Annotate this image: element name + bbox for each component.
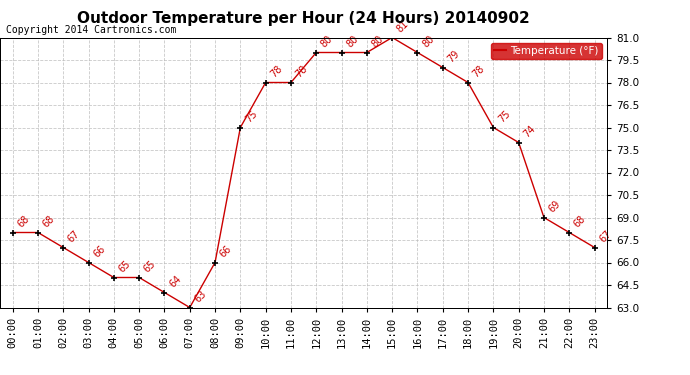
Text: 66: 66 [91,244,107,260]
Text: 65: 65 [117,259,132,275]
Text: 67: 67 [66,229,82,245]
Text: 75: 75 [243,109,259,125]
Text: 74: 74 [522,124,538,140]
Text: 68: 68 [572,214,588,230]
Text: 81: 81 [395,19,411,35]
Text: 64: 64 [167,274,183,290]
Text: 68: 68 [41,214,57,230]
Text: 78: 78 [471,64,486,80]
Text: 78: 78 [294,64,310,80]
Text: 75: 75 [496,109,512,125]
Text: 69: 69 [546,199,562,215]
Legend: Temperature (°F): Temperature (°F) [491,43,602,59]
Text: 67: 67 [598,229,613,245]
Text: 66: 66 [218,244,233,260]
Text: 80: 80 [370,34,385,50]
Text: Copyright 2014 Cartronics.com: Copyright 2014 Cartronics.com [6,25,177,35]
Text: 63: 63 [193,289,208,305]
Text: 80: 80 [344,34,360,50]
Text: Outdoor Temperature per Hour (24 Hours) 20140902: Outdoor Temperature per Hour (24 Hours) … [77,11,530,26]
Text: 80: 80 [420,34,436,50]
Text: 79: 79 [446,49,462,65]
Text: 68: 68 [15,214,31,230]
Text: 65: 65 [142,259,158,275]
Text: 80: 80 [319,34,335,50]
Text: 78: 78 [268,64,284,80]
